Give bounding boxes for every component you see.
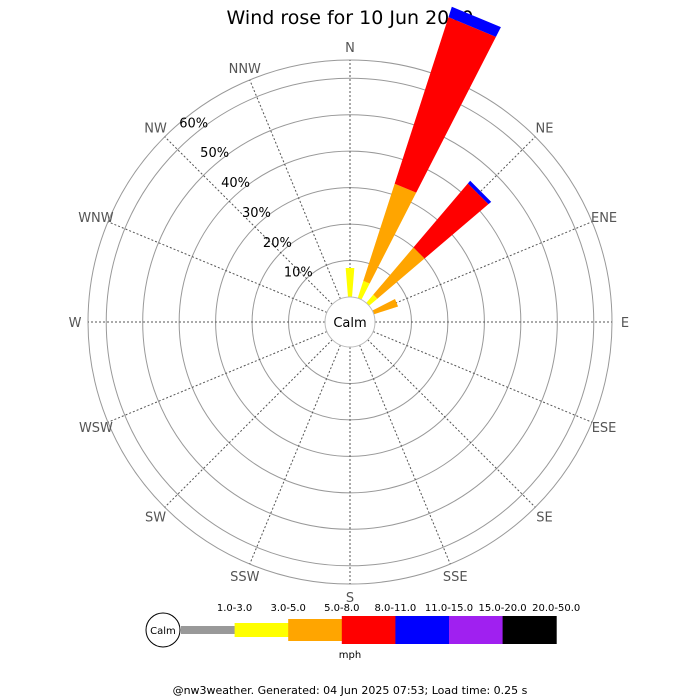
wedge-nne-8-0-11-0 [394,17,496,193]
direction-label-sw: SW [145,510,166,525]
legend-swatch-11-0-15-0 [395,616,450,644]
spoke-se [367,339,536,508]
spoke-nnw [249,79,341,300]
calm-label: Calm [333,316,366,331]
direction-label-ene: ENE [591,211,617,226]
ring-60 [105,77,595,567]
legend: Calm 1.0-3.0 3.0-5.0 5.0-8.0 8.0-11.0 11.0-15… [145,603,580,661]
radial-tick-30: 30% [242,206,271,221]
legend-label-5-0-8-0: 5.0-8.0 [324,603,359,614]
legend-label-8-0-11-0: 8.0-11.0 [375,603,417,614]
spoke-ese [372,331,593,423]
legend-label-1-0-3-0: 1.0-3.0 [217,603,252,614]
legend-label-11-0-15-0: 11.0-15.0 [425,603,473,614]
ring-50 [142,114,558,530]
wedge-ne-5-0-8-0 [373,247,425,299]
direction-labels: NNNENEENEEESESESSESSSWSWWSWWWNWNWNNW [69,41,630,606]
direction-label-ne: NE [535,122,553,137]
wedge-ne-3-0-5-0 [366,294,378,306]
direction-label-w: W [69,316,82,331]
radial-tick-40: 40% [221,176,250,191]
chart-title: Wind rose for 10 Jun 2010 [227,7,474,29]
spoke-ene [372,221,593,313]
legend-swatch-1-0-3-0 [181,626,236,634]
legend-swatch-20-0-50-0 [502,616,557,644]
wedge-ne-11-0-15-0 [467,180,492,205]
spoke-ne [367,136,536,305]
direction-label-nnw: NNW [229,62,261,77]
radial-tick-10: 10% [284,266,313,281]
spoke-wnw [107,221,328,313]
direction-label-ese: ESE [592,421,617,436]
direction-label-wnw: WNW [78,211,114,226]
radial-tick-60: 60% [179,116,208,131]
direction-label-nw: NW [144,122,167,137]
legend-label-3-0-5-0: 3.0-5.0 [270,603,305,614]
legend-label-15-0-20-0: 15.0-20.0 [479,603,527,614]
wedge-n-3-0-5-0 [345,268,355,298]
radial-tick-50: 50% [200,146,229,161]
wedge-nne-3-0-5-0 [357,280,370,300]
legend-swatch-15-0-20-0 [449,616,504,644]
spoke-sse [359,344,451,565]
radial-tick-20: 20% [263,236,292,251]
direction-label-e: E [621,316,629,331]
spoke-nw [164,136,333,305]
direction-label-s: S [346,591,354,606]
calm-circle [324,296,376,348]
radial-tick-labels: 10% 20% 30% 40% 50% 60% [179,116,312,280]
spoke-ssw [249,344,341,565]
legend-swatch-3-0-5-0 [234,623,289,637]
legend-calm-circle [145,612,181,648]
direction-label-ssw: SSW [230,570,260,585]
legend-unit: mph [339,650,361,661]
wedge-ne-8-0-11-0 [413,183,489,259]
legend-calm-label: Calm [150,626,176,637]
legend-label-20-0-50-0: 20.0-50.0 [532,603,580,614]
wind-wedges [345,6,501,315]
legend-swatch-8-0-11-0 [341,616,396,644]
spoke-wsw [107,331,328,423]
footer-text: @nw3weather. Generated: 04 Jun 2025 07:5… [173,684,528,697]
direction-label-n: N [345,41,355,56]
wedge-nne-11-0-15-0 [448,6,501,37]
direction-label-se: SE [536,510,552,525]
legend-swatch-5-0-8-0 [288,619,343,641]
wedge-ene-5-0-8-0 [372,298,399,315]
direction-label-wsw: WSW [79,421,113,436]
direction-label-sse: SSE [443,570,468,585]
wedge-nne-5-0-8-0 [363,183,417,284]
spoke-sw [164,339,333,508]
